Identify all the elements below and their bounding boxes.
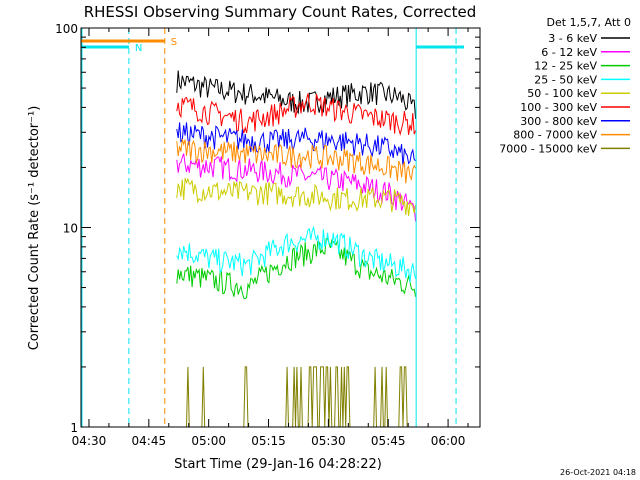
- axes-group: 04:30 04:45 05:00 05:15 05:30 05:45 06:00 1 10 10…: [55, 22, 480, 448]
- x-tick-label: 04:45: [132, 434, 167, 448]
- series-group: [176, 70, 417, 428]
- series-line-8: [176, 366, 416, 428]
- x-tick-label: 05:00: [191, 434, 226, 448]
- y-tick-label: 10: [63, 222, 78, 236]
- legend-label-4: 50 - 100 keV: [527, 87, 597, 100]
- series-line-7: [176, 139, 417, 184]
- saa-marker-label: S: [171, 37, 177, 48]
- series-line-5: [176, 93, 417, 136]
- legend-label-0: 3 - 6 keV: [548, 32, 597, 45]
- series-line-3: [176, 225, 417, 283]
- legend-label-3: 25 - 50 keV: [534, 73, 597, 86]
- legend-label-5: 100 - 300 keV: [520, 101, 597, 114]
- x-tick-label: 04:30: [72, 434, 107, 448]
- x-axis-label: Start Time (29-Jan-16 04:28:22): [174, 457, 382, 472]
- legend-label-2: 12 - 25 keV: [534, 60, 597, 73]
- plot-frame: [80, 27, 481, 428]
- x-tick-label: 06:00: [431, 434, 466, 448]
- timestamp-label: 26-Oct-2021 04:18: [560, 468, 636, 477]
- series-line-2: [176, 237, 417, 300]
- chart-title: RHESSI Observing Summary Count Rates, Co…: [84, 3, 477, 21]
- x-tick-label: 05:15: [251, 434, 286, 448]
- legend-label-6: 300 - 800 keV: [520, 115, 597, 128]
- y-tick-label: 100: [55, 22, 78, 36]
- x-tick-label: 05:45: [371, 434, 406, 448]
- series-line-0: [176, 70, 417, 119]
- legend-title: Det 1,5,7, Att 0: [547, 16, 631, 29]
- legend-label-7: 800 - 7000 keV: [513, 129, 597, 142]
- y-tick-label: 1: [70, 421, 78, 435]
- legend-label-1: 6 - 12 keV: [541, 46, 597, 59]
- series-line-1: [176, 153, 417, 222]
- series-line-6: [176, 122, 416, 167]
- legend-label-8: 7000 - 15000 keV: [499, 142, 597, 155]
- marker-group: NS: [81, 28, 465, 427]
- night-marker-label: N: [135, 43, 142, 54]
- y-axis-label: Corrected Count Rate (s⁻¹ detector⁻¹): [27, 106, 42, 351]
- x-tick-label: 05:30: [311, 434, 346, 448]
- series-line-4: [176, 177, 417, 217]
